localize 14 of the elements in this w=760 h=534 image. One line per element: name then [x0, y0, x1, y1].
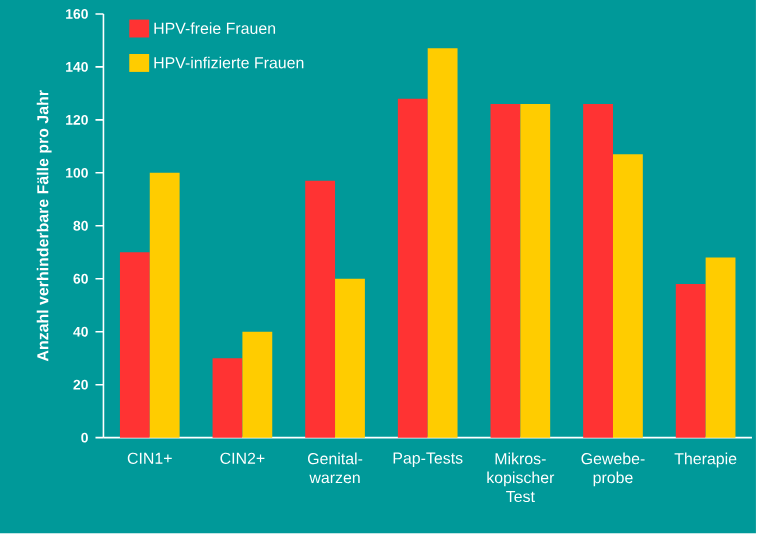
bar [305, 181, 336, 439]
bar [149, 173, 180, 439]
bar [612, 154, 643, 439]
bar [490, 104, 521, 439]
bar [675, 284, 706, 439]
bar [520, 104, 551, 439]
bar [212, 358, 243, 439]
bar [335, 279, 365, 439]
bar [242, 332, 273, 439]
bar [119, 252, 150, 439]
bar [427, 48, 458, 439]
bar [705, 258, 736, 439]
bar [397, 99, 428, 439]
bar [583, 104, 613, 439]
